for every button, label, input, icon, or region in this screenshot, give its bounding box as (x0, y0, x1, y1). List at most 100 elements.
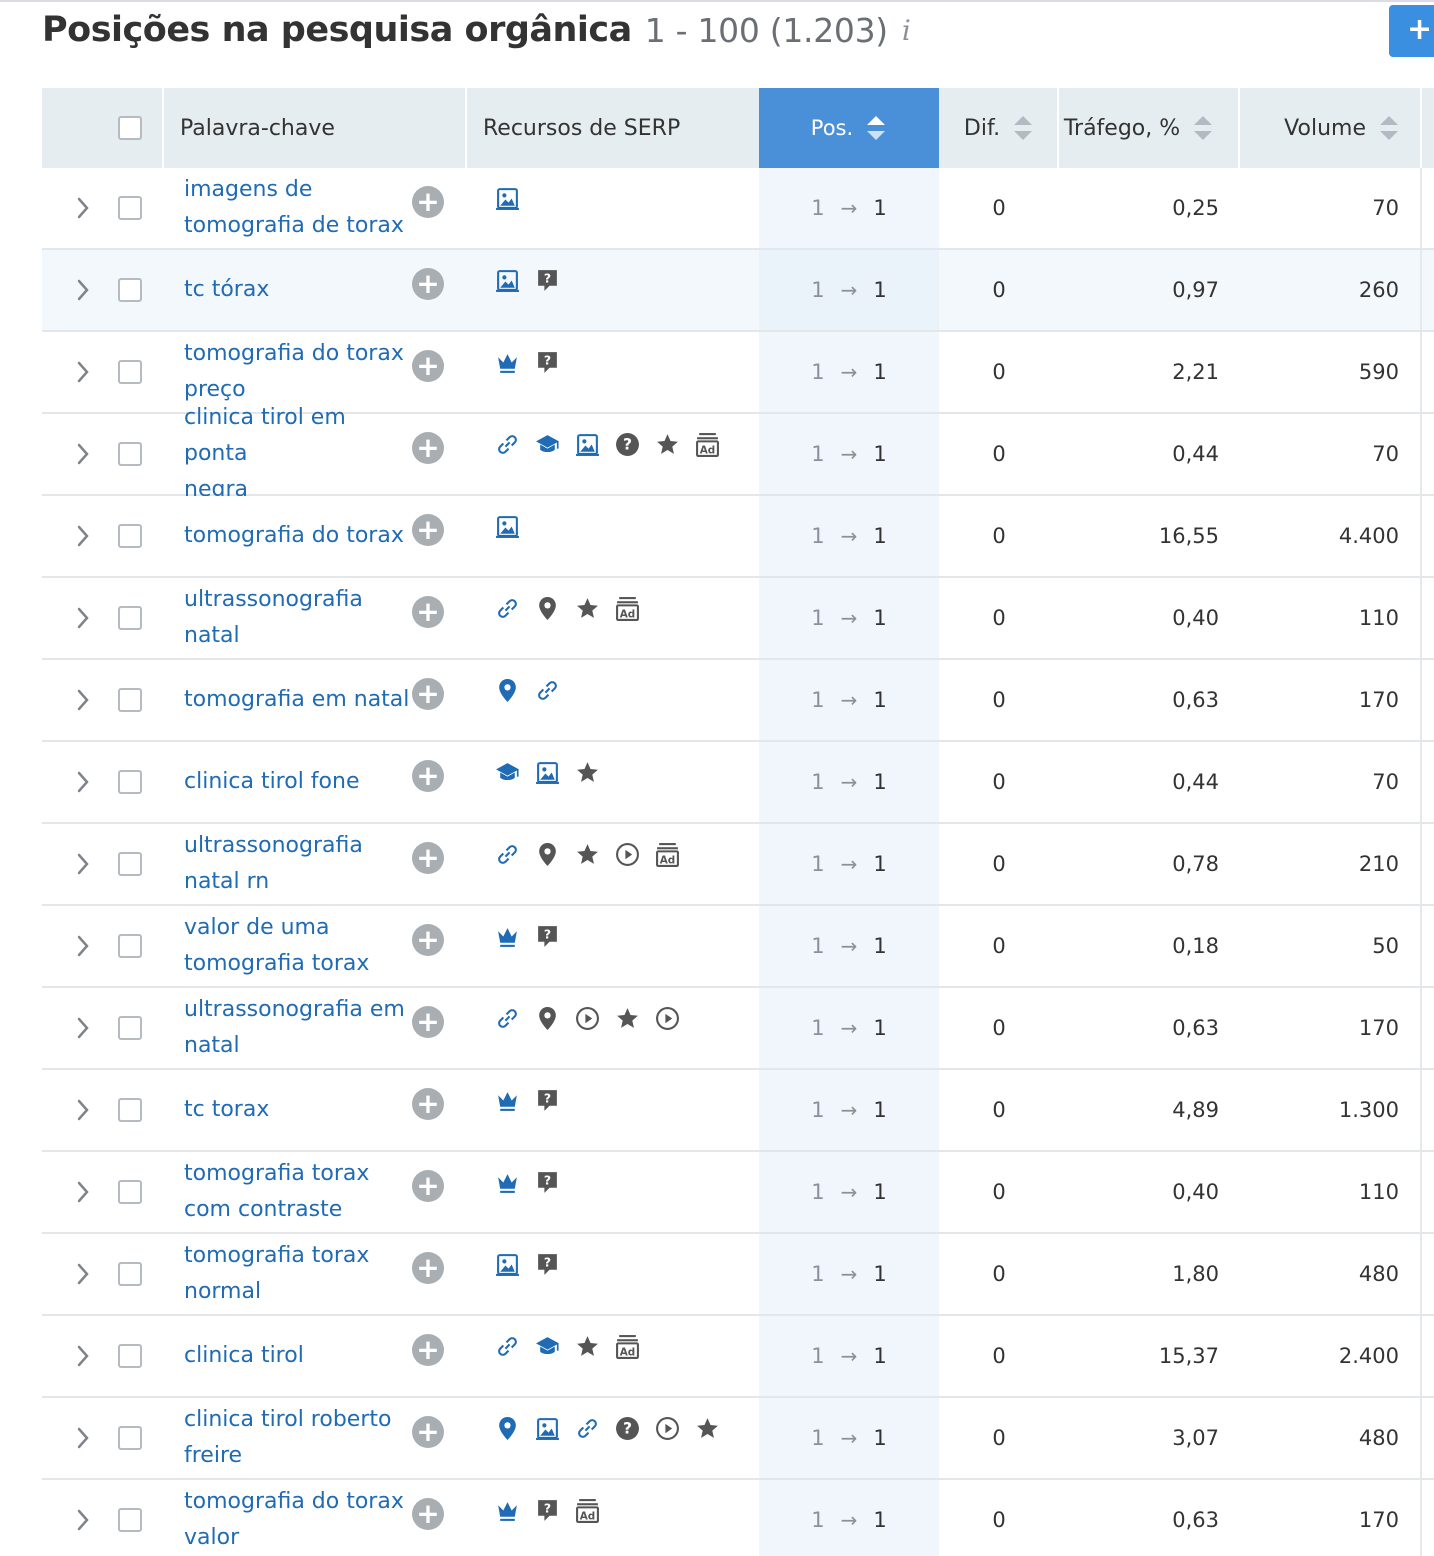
column-dif[interactable]: Dif. (939, 88, 1059, 168)
add-keyword-plus-icon[interactable]: + (412, 678, 444, 710)
serp-image-icon (495, 268, 520, 293)
keyword-link[interactable]: clinica tirol roberto freire (184, 1398, 416, 1478)
position-cell: 1 → 1 (759, 496, 939, 576)
row-checkbox[interactable] (118, 278, 142, 302)
row-checkbox[interactable] (118, 360, 142, 384)
keyword-line: tomografia torax (184, 1161, 370, 1186)
keyword-link[interactable]: ultrassonografia em natal (184, 988, 416, 1068)
row-checkbox[interactable] (118, 852, 142, 876)
row-checkbox[interactable] (118, 1344, 142, 1368)
keyword-link[interactable]: ultrassonografia natal rn (184, 824, 416, 904)
keyword-link[interactable]: tomografia do torax preço (184, 332, 416, 412)
keyword-link[interactable]: tc tórax (184, 250, 416, 330)
keyword-link[interactable]: clinica tirol fone (184, 742, 416, 822)
add-keyword-plus-icon[interactable]: + (412, 596, 444, 628)
add-keyword-plus-icon[interactable]: + (412, 1088, 444, 1120)
keyword-link[interactable]: ultrassonografia natal (184, 578, 416, 658)
row-checkbox[interactable] (118, 196, 142, 220)
add-keyword-plus-icon[interactable]: + (412, 1498, 444, 1530)
expand-row-chevron-icon[interactable] (72, 414, 94, 494)
add-keyword-plus-icon[interactable]: + (412, 186, 444, 218)
keyword-line: imagens de (184, 177, 313, 202)
add-keyword-plus-icon[interactable]: + (412, 268, 444, 300)
expand-row-chevron-icon[interactable] (72, 824, 94, 904)
volume-value: 210 (1358, 852, 1399, 876)
column-dif-label: Dif. (963, 115, 1001, 141)
row-checkbox[interactable] (118, 442, 142, 466)
expand-row-chevron-icon[interactable] (72, 250, 94, 330)
serp-image-icon (495, 186, 520, 211)
expand-row-chevron-icon[interactable] (72, 168, 94, 248)
expand-row-chevron-icon[interactable] (72, 1316, 94, 1396)
add-keyword-plus-icon[interactable]: + (412, 1416, 444, 1448)
keyword-link[interactable]: tc torax (184, 1070, 416, 1150)
expand-row-chevron-icon[interactable] (72, 496, 94, 576)
expand-row-chevron-icon[interactable] (72, 578, 94, 658)
row-checkbox[interactable] (118, 1180, 142, 1204)
add-keyword-plus-icon[interactable]: + (412, 1334, 444, 1366)
add-keyword-plus-icon[interactable]: + (412, 842, 444, 874)
sort-arrows-icon[interactable] (1378, 113, 1400, 143)
row-checkbox[interactable] (118, 934, 142, 958)
row-checkbox[interactable] (118, 606, 142, 630)
add-keyword-plus-icon[interactable]: + (412, 760, 444, 792)
row-checkbox[interactable] (118, 1426, 142, 1450)
row-checkbox[interactable] (118, 1262, 142, 1286)
column-keyword[interactable]: Palavra-chave (180, 115, 335, 141)
add-keyword-cell: + (412, 350, 444, 382)
column-volume[interactable]: Volume (1240, 88, 1400, 168)
info-icon[interactable]: i (901, 13, 911, 47)
sort-arrows-icon[interactable] (1192, 113, 1214, 143)
sort-arrows-icon[interactable] (865, 113, 887, 143)
keyword-link[interactable]: tomografia torax normal (184, 1234, 416, 1314)
keyword-link[interactable]: imagens de tomografia de torax (184, 168, 416, 248)
add-keyword-plus-icon[interactable]: + (412, 1170, 444, 1202)
traffic-value: 0,44 (1172, 770, 1219, 794)
sort-arrows-icon[interactable] (1012, 113, 1034, 143)
add-keyword-plus-icon[interactable]: + (412, 350, 444, 382)
select-all-checkbox[interactable] (118, 116, 142, 140)
keyword-link[interactable]: tomografia do torax (184, 496, 416, 576)
row-checkbox[interactable] (118, 688, 142, 712)
column-traffic[interactable]: Tráfego, % (1059, 88, 1219, 168)
keyword-link[interactable]: tomografia torax com contraste (184, 1152, 416, 1232)
row-checkbox[interactable] (118, 1508, 142, 1532)
keyword-link[interactable]: clinica tirol (184, 1316, 416, 1396)
serp-video-icon (575, 1006, 600, 1031)
column-serp[interactable]: Recursos de SERP (483, 115, 681, 141)
keyword-link[interactable]: tomografia do torax valor (184, 1480, 416, 1556)
difference-value: 0 (992, 688, 1006, 712)
keyword-line: ultrassonografia (184, 833, 363, 858)
expand-row-chevron-icon[interactable] (72, 1234, 94, 1314)
add-button[interactable]: + (1389, 5, 1434, 57)
pos-column-shade (759, 906, 939, 986)
row-checkbox[interactable] (118, 524, 142, 548)
add-keyword-plus-icon[interactable]: + (412, 924, 444, 956)
svg-text:?: ? (623, 1420, 632, 1438)
expand-row-chevron-icon[interactable] (72, 1398, 94, 1478)
keyword-link[interactable]: clinica tirol em ponta negra (184, 405, 416, 502)
expand-row-chevron-icon[interactable] (72, 742, 94, 822)
add-keyword-plus-icon[interactable]: + (412, 432, 444, 464)
page-header: Posições na pesquisa orgânica 1 - 100 (1… (42, 6, 911, 54)
expand-row-chevron-icon[interactable] (72, 660, 94, 740)
expand-row-chevron-icon[interactable] (72, 1070, 94, 1150)
add-keyword-plus-icon[interactable]: + (412, 514, 444, 546)
row-checkbox[interactable] (118, 770, 142, 794)
expand-row-chevron-icon[interactable] (72, 988, 94, 1068)
expand-row-chevron-icon[interactable] (72, 906, 94, 986)
keyword-line: natal (184, 1033, 240, 1058)
table-row: tomografia em natal + 1 → 1 0 0,63 170 (42, 660, 1434, 742)
column-pos[interactable]: Pos. (759, 88, 939, 168)
keyword-link[interactable]: valor de uma tomografia torax (184, 906, 416, 986)
add-keyword-plus-icon[interactable]: + (412, 1006, 444, 1038)
row-checkbox[interactable] (118, 1016, 142, 1040)
expand-row-chevron-icon[interactable] (72, 332, 94, 412)
add-keyword-plus-icon[interactable]: + (412, 1252, 444, 1284)
serp-knowledge-icon (535, 1334, 560, 1359)
row-checkbox[interactable] (118, 1098, 142, 1122)
expand-row-chevron-icon[interactable] (72, 1480, 94, 1556)
keyword-link[interactable]: tomografia em natal (184, 660, 416, 740)
previous-position: 1 (811, 524, 825, 548)
expand-row-chevron-icon[interactable] (72, 1152, 94, 1232)
